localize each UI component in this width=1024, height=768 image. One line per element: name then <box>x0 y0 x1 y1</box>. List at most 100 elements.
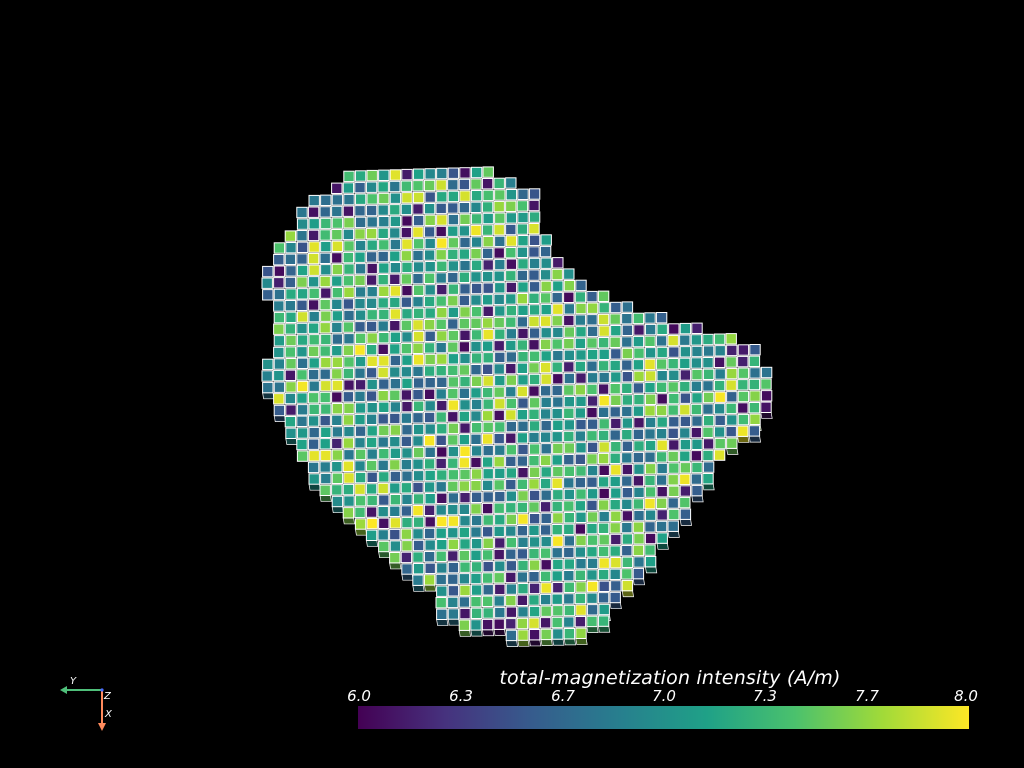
voxel-cell <box>342 321 355 333</box>
voxel-cell <box>737 390 750 403</box>
voxel-cell <box>296 380 309 393</box>
voxel-cell <box>377 366 389 379</box>
voxel-cell <box>378 192 390 205</box>
voxel-cell <box>458 549 471 562</box>
voxel-cell <box>563 303 576 315</box>
voxel-cell <box>389 482 401 494</box>
voxel-cell <box>505 235 518 247</box>
voxel-cell <box>760 366 773 379</box>
voxel-cell <box>609 383 621 395</box>
voxel-cell <box>470 468 483 480</box>
voxel-cell <box>725 333 737 345</box>
voxel-cell <box>435 225 447 238</box>
voxel-cell <box>539 338 552 351</box>
voxel-cell <box>331 461 343 473</box>
voxel-side-face <box>552 638 565 646</box>
voxel-cell <box>342 182 355 194</box>
voxel-cell <box>505 339 517 352</box>
voxel-cell <box>470 306 483 318</box>
voxel-cell <box>528 397 541 409</box>
voxel-cell <box>505 478 517 491</box>
voxel-cell <box>725 379 737 391</box>
voxel-cell <box>284 230 297 242</box>
voxel-cell <box>702 391 715 404</box>
voxel-cell <box>621 533 634 545</box>
voxel-cell <box>575 627 587 639</box>
voxel-cell <box>597 290 610 303</box>
voxel-cell <box>331 310 344 322</box>
voxel-cell <box>609 429 621 441</box>
voxel-cell <box>528 246 540 258</box>
voxel-cell <box>331 217 344 229</box>
voxel-cell <box>378 332 390 344</box>
voxel-cell <box>725 425 737 438</box>
voxel-cell <box>679 392 692 404</box>
voxel-cell <box>435 249 447 261</box>
voxel-cell <box>667 520 679 532</box>
voxel-cell <box>621 417 634 429</box>
voxel-cell <box>365 459 378 472</box>
voxel-cell <box>284 416 297 428</box>
voxel-cell <box>296 427 309 439</box>
voxel-cell <box>435 202 447 215</box>
voxel-cell <box>482 305 494 318</box>
voxel-cell <box>516 316 529 328</box>
voxel-cell <box>470 248 482 260</box>
voxel-cell <box>481 340 494 352</box>
voxel-cell <box>493 525 505 538</box>
voxel-cell <box>470 166 483 179</box>
voxel-cell <box>517 281 529 293</box>
voxel-cell <box>563 407 575 420</box>
voxel-cell <box>458 596 471 608</box>
voxel-cell <box>296 253 308 265</box>
voxel-cell <box>563 384 575 396</box>
voxel-cell <box>528 281 541 293</box>
voxel-cell <box>505 270 517 282</box>
voxel-cell <box>447 399 460 411</box>
voxel-side-face <box>470 629 483 637</box>
voxel-cell <box>401 238 413 250</box>
voxel-cell <box>378 424 390 437</box>
voxel-cell <box>597 615 610 627</box>
voxel-cell <box>412 330 425 343</box>
voxel-cell <box>644 532 657 545</box>
voxel-cell <box>400 342 413 355</box>
voxel-cell <box>633 556 645 568</box>
voxel-cell <box>563 477 575 489</box>
voxel-cell <box>354 216 367 229</box>
voxel-cell <box>378 517 390 529</box>
voxel-cell <box>423 295 436 308</box>
voxel-cell <box>343 170 355 183</box>
voxel-cell <box>575 302 587 315</box>
voxel-cell <box>668 508 680 521</box>
voxel-cell <box>610 510 622 523</box>
voxel-cell <box>749 413 761 426</box>
voxel-cell <box>470 213 483 225</box>
voxel-cell <box>563 570 575 582</box>
voxel-cell <box>307 322 320 334</box>
voxel-cell <box>343 379 355 391</box>
voxel-cell <box>447 179 459 191</box>
voxel-cell <box>458 433 471 446</box>
voxel-cell <box>320 380 332 392</box>
voxel-cell <box>447 364 459 377</box>
voxel-cell <box>296 206 308 219</box>
voxel-cell <box>540 535 552 548</box>
voxel-cell <box>539 361 552 374</box>
voxel-cell <box>447 271 459 284</box>
voxel-cell <box>296 369 308 381</box>
voxel-cell <box>632 428 645 441</box>
voxel-cell <box>481 618 494 631</box>
voxel-cell <box>458 387 471 400</box>
voxel-cell <box>552 489 564 501</box>
voxel-cell <box>517 420 529 433</box>
voxel-cell <box>459 445 471 458</box>
voxel-cell <box>470 572 482 585</box>
voxel-cell <box>342 460 355 473</box>
voxel-cell <box>470 352 483 364</box>
voxel-cell <box>505 351 518 363</box>
voxel-cell <box>679 415 692 428</box>
voxel-cell <box>621 545 633 557</box>
voxel-cell <box>737 379 749 391</box>
